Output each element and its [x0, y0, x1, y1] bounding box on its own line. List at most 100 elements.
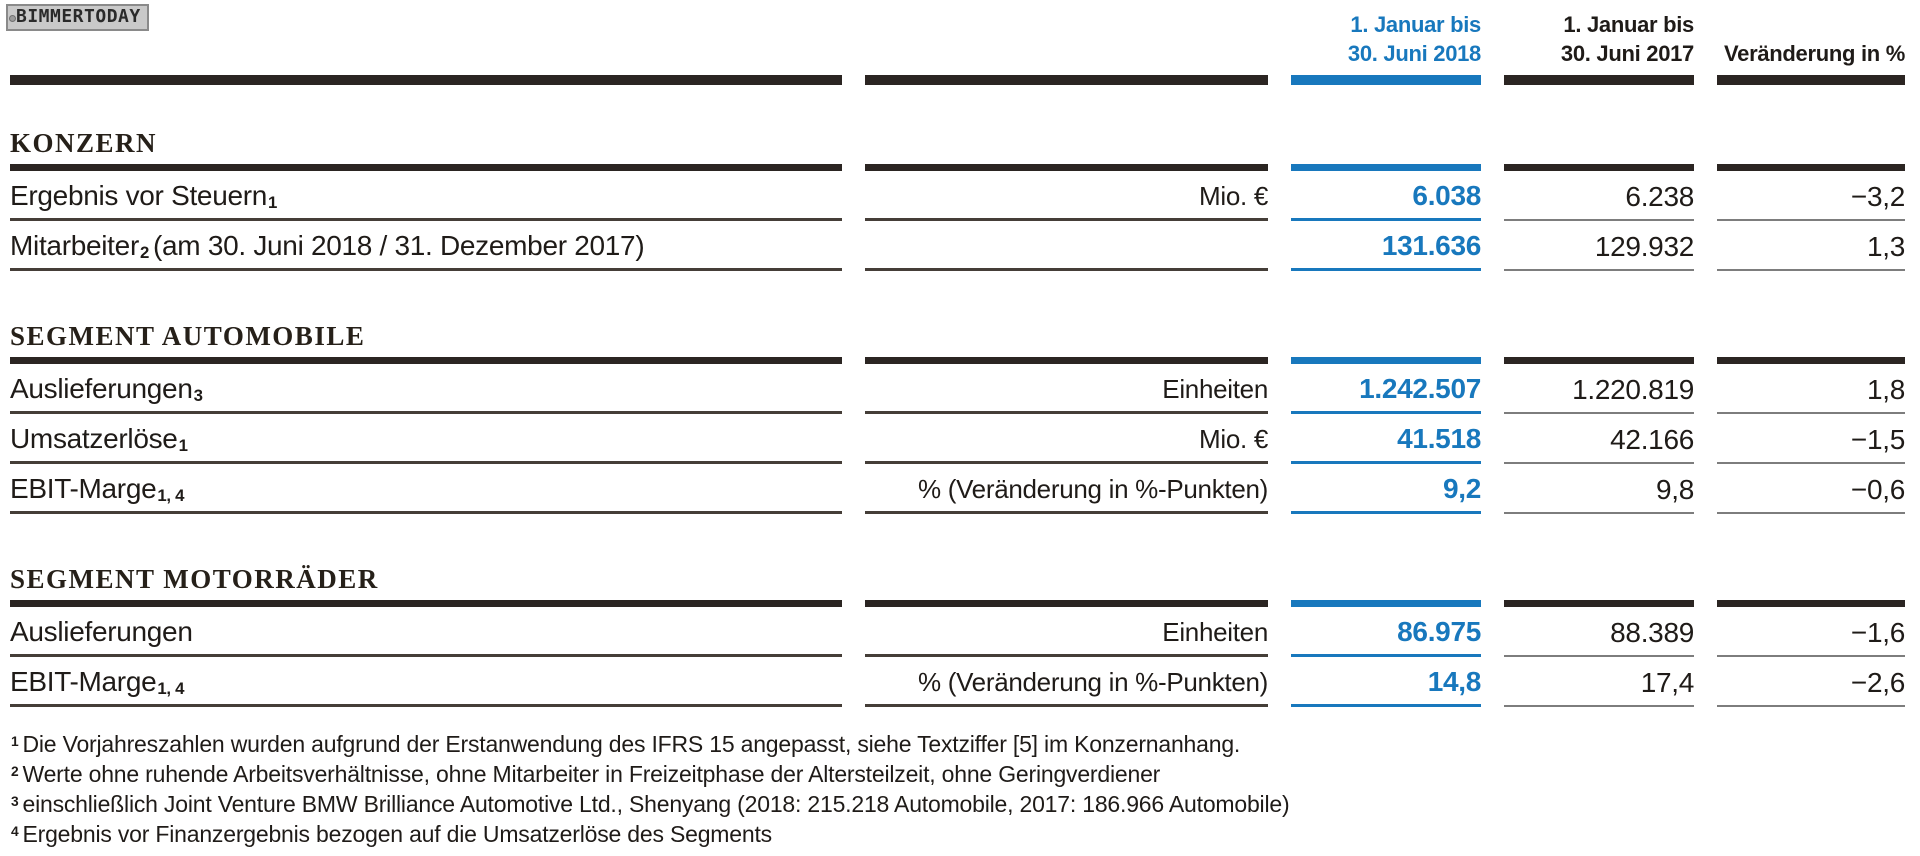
footnote-superscript: 1 [11, 733, 19, 749]
rule-bar-2018 [1291, 357, 1481, 364]
row-label-rest: (am 30. Juni 2018 / 31. Dezember 2017) [153, 230, 645, 261]
row-label: Umsatzerlöse 1 [10, 414, 842, 464]
rule-bar [10, 75, 842, 85]
footnote: 2 Werte ohne ruhende Arbeitsverhältnisse,… [10, 759, 1905, 789]
row-label-text: EBIT-Marge [10, 473, 157, 504]
value-change-pct: −1,6 [1717, 607, 1905, 657]
section-rule [10, 357, 1905, 364]
value-2018: 6.038 [1291, 171, 1481, 221]
value-2018: 1.242.507 [1291, 364, 1481, 414]
row-label-text: Ergebnis vor Steuern [10, 180, 268, 211]
row-unit: % (Veränderung in %-Punkten) [865, 464, 1268, 514]
table-row: EBIT-Marge 1, 4 % (Veränderung in %-Punkte… [10, 657, 1905, 707]
row-label: EBIT-Marge 1, 4 [10, 464, 842, 514]
rule-bar [1717, 600, 1905, 607]
rule-bar [1504, 75, 1694, 85]
value-2018: 9,2 [1291, 464, 1481, 514]
value-2017: 1.220.819 [1504, 364, 1694, 414]
watermark-text: BIMMERTODAY [16, 6, 141, 27]
footnote: 1 Die Vorjahreszahlen wurden aufgrund der… [10, 729, 1905, 759]
column-header-2017-line2: 30. Juni 2017 [1560, 41, 1694, 66]
row-label-text: Auslieferungen [10, 373, 193, 404]
footnote-text: Die Vorjahreszahlen wurden aufgrund der … [22, 731, 1241, 757]
row-unit: Mio. € [865, 414, 1268, 464]
value-2017: 17,4 [1504, 657, 1694, 707]
column-header-change: Veränderung in % [1717, 0, 1905, 75]
section-rule [10, 164, 1905, 171]
section: SEGMENT AUTOMOBILE Auslieferungen 3 Einheit… [10, 321, 1905, 514]
rule-bar [1717, 75, 1905, 85]
value-change-pct: −3,2 [1717, 171, 1905, 221]
value-change-pct: −1,5 [1717, 414, 1905, 464]
row-label: Auslieferungen [10, 607, 842, 657]
rule-bar [865, 164, 1268, 171]
column-header-2018-line2: 30. Juni 2018 [1347, 41, 1481, 66]
footnote-text: Ergebnis vor Finanzergebnis bezogen auf … [22, 821, 772, 847]
table-header: 1. Januar bis 30. Juni 2018 1. Januar bi… [10, 0, 1905, 75]
footnote-superscript: 3 [11, 793, 19, 809]
bimmertoday-watermark: BIMMERTODAY [6, 4, 149, 31]
rule-bar [10, 164, 842, 171]
footnote-superscript: 2 [11, 763, 19, 779]
row-unit: Einheiten [865, 607, 1268, 657]
footnote-text: einschließlich Joint Venture BMW Brillia… [22, 791, 1290, 817]
row-label: EBIT-Marge 1, 4 [10, 657, 842, 707]
row-label-text: EBIT-Marge [10, 666, 157, 697]
footnotes: 1 Die Vorjahreszahlen wurden aufgrund der… [10, 729, 1905, 849]
header-spacer [865, 0, 1268, 75]
value-change-pct: −0,6 [1717, 464, 1905, 514]
table-row: Umsatzerlöse 1 Mio. € 41.518 42.166 −1,5 [10, 414, 1905, 464]
table-row: Mitarbeiter 2 (am 30. Juni 2018 / 31. Deze… [10, 221, 1905, 271]
table-row: Auslieferungen Einheiten 86.975 88.389 −1,6 [10, 607, 1905, 657]
row-label-text: Auslieferungen [10, 616, 193, 647]
rule-bar [10, 600, 842, 607]
footnote-text: Werte ohne ruhende Arbeitsverhältnisse, … [22, 761, 1161, 787]
rule-bar [1504, 600, 1694, 607]
row-unit [865, 221, 1268, 271]
rule-bar-2018 [1291, 75, 1481, 85]
rule-bar [1717, 164, 1905, 171]
table-row: Ergebnis vor Steuern 1 Mio. € 6.038 6.238 −3,… [10, 171, 1905, 221]
rule-bar-2018 [1291, 164, 1481, 171]
footnote: 3 einschließlich Joint Venture BMW Brilli… [10, 789, 1905, 819]
table-row: EBIT-Marge 1, 4 % (Veränderung in %-Punkte… [10, 464, 1905, 514]
rule-bar [10, 357, 842, 364]
row-label: Auslieferungen 3 [10, 364, 842, 414]
value-change-pct: 1,3 [1717, 221, 1905, 271]
row-unit: % (Veränderung in %-Punkten) [865, 657, 1268, 707]
row-label-text: Mitarbeiter [10, 230, 139, 261]
rule-bar-2018 [1291, 600, 1481, 607]
rule-bar [865, 75, 1268, 85]
rule-bar [1504, 357, 1694, 364]
section-rule [10, 600, 1905, 607]
column-header-2018: 1. Januar bis 30. Juni 2018 [1291, 0, 1481, 75]
footnote-superscript: 4 [11, 823, 19, 839]
value-2017: 42.166 [1504, 414, 1694, 464]
section-title: KONZERN [10, 128, 158, 158]
rule-bar [1717, 357, 1905, 364]
section-title: SEGMENT AUTOMOBILE [10, 321, 366, 351]
footnote: 4 Ergebnis vor Finanzergebnis bezogen auf… [10, 819, 1905, 849]
column-header-2017: 1. Januar bis 30. Juni 2017 [1504, 0, 1694, 75]
value-change-pct: 1,8 [1717, 364, 1905, 414]
row-unit: Einheiten [865, 364, 1268, 414]
header-rule [10, 75, 1905, 85]
value-2018: 14,8 [1291, 657, 1481, 707]
value-2017: 9,8 [1504, 464, 1694, 514]
section: SEGMENT MOTORRÄDER Auslieferungen Einheite… [10, 564, 1905, 707]
row-label-text: Umsatzerlöse [10, 423, 178, 454]
table-row: Auslieferungen 3 Einheiten 1.242.507 1.220.8… [10, 364, 1905, 414]
watermark-screw-icon [9, 15, 16, 22]
value-2018: 131.636 [1291, 221, 1481, 271]
column-header-2018-line1: 1. Januar bis [1350, 12, 1481, 37]
rule-bar [865, 357, 1268, 364]
value-2017: 88.389 [1504, 607, 1694, 657]
section: KONZERN Ergebnis vor Steuern 1 Mio. € 6.038 6… [10, 128, 1905, 271]
column-header-change-label: Veränderung in % [1723, 41, 1905, 66]
financial-table: 1. Januar bis 30. Juni 2018 1. Januar bi… [10, 0, 1905, 849]
value-change-pct: −2,6 [1717, 657, 1905, 707]
rule-bar [1504, 164, 1694, 171]
value-2018: 86.975 [1291, 607, 1481, 657]
value-2017: 6.238 [1504, 171, 1694, 221]
table-sections: KONZERN Ergebnis vor Steuern 1 Mio. € 6.038 6… [10, 128, 1905, 707]
